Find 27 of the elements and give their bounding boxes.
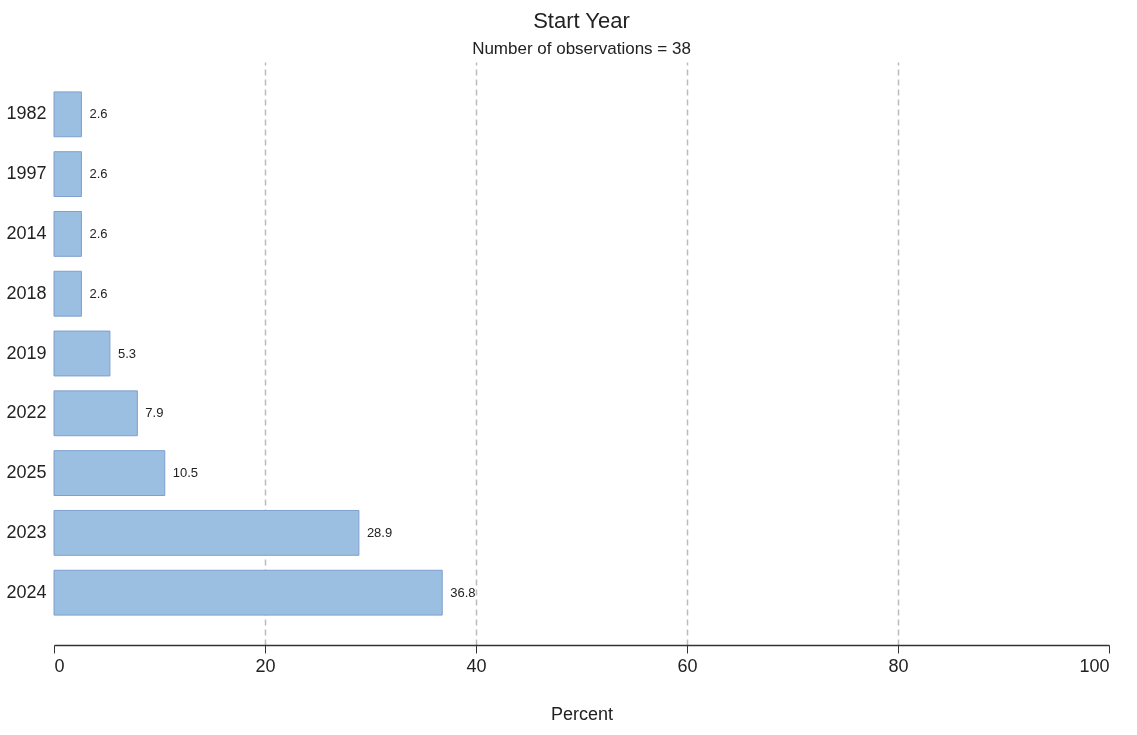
y-tick-label: 2019	[6, 342, 47, 363]
data-label: 2.6	[89, 285, 108, 301]
data-label: 36.8	[450, 584, 476, 600]
y-tick-label: 2023	[6, 521, 47, 542]
data-label: 5.3	[117, 345, 136, 361]
y-tick-label: 2022	[6, 402, 47, 423]
data-label: 2.6	[89, 225, 108, 241]
y-tick-label: 2014	[6, 222, 47, 243]
x-tick-label: 80	[888, 655, 909, 676]
chart-title: Start Year	[533, 8, 630, 33]
x-tick-label: 60	[677, 655, 698, 676]
y-tick-label: 2024	[6, 581, 47, 602]
data-label: 10.5	[172, 465, 199, 481]
x-axis-title: Percent	[550, 703, 614, 724]
y-tick-label: 2025	[6, 462, 47, 483]
data-label: 7.9	[145, 405, 164, 421]
data-label: 28.9	[366, 524, 393, 540]
data-label: 2.6	[89, 106, 108, 122]
x-tick-label: 0	[54, 655, 65, 676]
data-label: 2.6	[89, 166, 108, 182]
y-tick-label: 1997	[6, 163, 47, 184]
x-tick-label: 40	[466, 655, 487, 676]
x-tick-label: 100	[1079, 655, 1110, 676]
y-tick-label: 1982	[6, 103, 47, 124]
y-tick-label: 2018	[6, 282, 47, 303]
x-tick-label: 20	[255, 655, 276, 676]
chart-subtitle: Number of observations = 38	[472, 39, 691, 58]
